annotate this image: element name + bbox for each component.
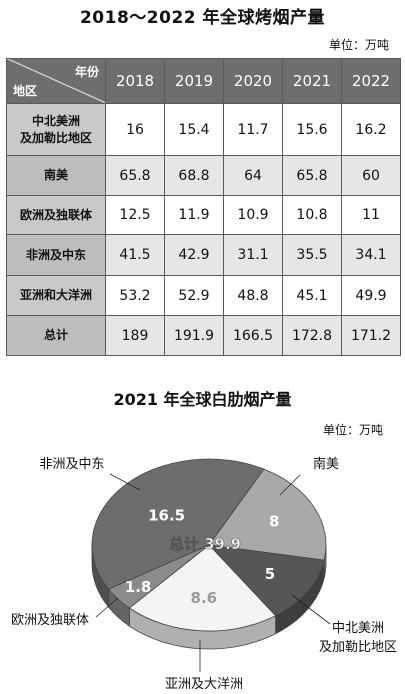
value-cell: 65.8 [105,155,165,196]
pie-value-label: 8.6 [191,589,218,607]
value-cell: 12.5 [105,195,165,235]
region-cell: 总计 [6,315,106,356]
pie-leader-line [291,594,331,625]
pie-total-label: 总计 39.9 [169,535,241,553]
pie-value-label: 8 [269,513,279,531]
region-cell: 南美 [6,155,106,196]
pie-slice [91,458,265,590]
value-cell: 10.9 [223,195,283,235]
region-cell: 非洲及中东 [6,234,106,276]
table-header-row: 年份 地区 2018 2019 2020 2021 2022 [6,58,401,104]
pie-category-label: 南美 [313,456,339,472]
table-row: 非洲及中东 41.5 42.9 31.1 35.5 34.1 [6,234,401,276]
value-cell: 16.2 [341,103,401,156]
pie-unit: 单位：万吨 [322,423,383,437]
pie-leader-line [95,597,119,618]
value-cell: 68.8 [164,155,224,196]
region-cell: 中北美洲 及加勒比地区 [6,103,106,156]
value-cell: 65.8 [282,155,342,196]
year-header: 2018 [105,58,165,104]
pie-category-label: 亚洲及大洋洲 [165,677,243,692]
pie-slice [208,468,327,561]
table-row: 总计 189 191.9 166.5 172.8 171.2 [6,315,401,356]
flue-cured-table: 年份 地区 2018 2019 2020 2021 2022 中北美洲 及加勒比… [6,58,401,356]
pie-value-label: 1.8 [125,578,152,596]
value-cell: 53.2 [105,275,165,316]
value-cell: 35.5 [282,234,342,276]
value-cell: 34.1 [341,234,401,276]
value-cell: 11.9 [164,195,224,235]
year-header: 2019 [164,58,224,104]
year-header: 2021 [282,58,342,104]
value-cell: 11.7 [223,103,283,156]
value-cell: 16 [105,103,165,156]
table-title: 2018～2022 年全球烤烟产量 [79,8,326,28]
pie-category-label: 及加勒比地区 [319,640,397,655]
value-cell: 60 [341,155,401,196]
value-cell: 15.4 [164,103,224,156]
table-row: 中北美洲 及加勒比地区 16 15.4 11.7 15.6 16.2 [6,103,401,156]
value-cell: 41.5 [105,234,165,276]
pie-leader-line [109,473,141,491]
table-corner-cell: 年份 地区 [6,58,106,104]
year-header: 2022 [341,58,401,104]
value-cell: 171.2 [341,315,401,356]
pie-slice [128,544,277,632]
value-cell: 10.8 [282,195,342,235]
corner-year-label: 年份 [74,65,99,79]
value-cell: 49.9 [341,275,401,316]
pie-category-label: 欧洲及独联体 [11,613,89,628]
pie-value-label: 16.5 [148,506,185,524]
value-cell: 191.9 [164,315,224,356]
pie-title: 2021 年全球白肋烟产量 [113,390,292,409]
corner-region-label: 地区 [13,84,38,98]
pie-value-label: 5 [265,565,275,583]
value-cell: 172.8 [282,315,342,356]
region-cell: 亚洲和大洋洲 [6,275,106,316]
pie-category-label: 非洲及中东 [39,457,104,472]
pie-leader-line [279,474,301,496]
table-unit: 单位：万吨 [328,38,389,52]
value-cell: 42.9 [164,234,224,276]
pie-category-label: 中北美洲 [332,621,384,636]
value-cell: 189 [105,315,165,356]
value-cell: 166.5 [223,315,283,356]
value-cell: 52.9 [164,275,224,316]
value-cell: 45.1 [282,275,342,316]
